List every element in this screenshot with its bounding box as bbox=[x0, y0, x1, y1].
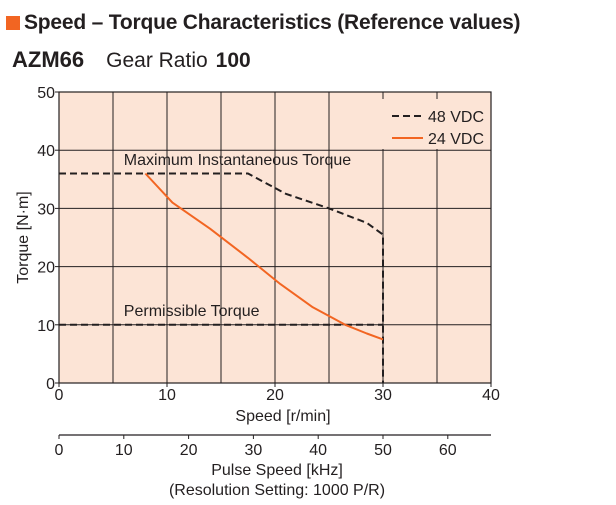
pulse-speed-tick-label: 40 bbox=[309, 442, 327, 459]
resolution-setting-note: (Resolution Setting: 1000 P/R) bbox=[169, 482, 385, 499]
x-tick-label: 10 bbox=[158, 387, 176, 404]
series-line-48-vdc bbox=[59, 172, 384, 383]
pulse-speed-tick-label: 10 bbox=[115, 442, 133, 459]
y-axis-label: Torque [N·m] bbox=[15, 191, 32, 283]
chart-subtitle: AZM66 Gear Ratio 100 bbox=[12, 47, 251, 73]
model-name: AZM66 bbox=[12, 47, 85, 72]
pulse-speed-tick-label: 20 bbox=[180, 442, 198, 459]
annotation-label: Permissible Torque bbox=[124, 303, 260, 320]
pulse-speed-tick-label: 50 bbox=[374, 442, 392, 459]
legend-label: 24 VDC bbox=[428, 131, 484, 148]
x-axis-label: Speed [r/min] bbox=[235, 408, 330, 425]
header-bullet-square bbox=[6, 16, 20, 30]
y-tick-label: 10 bbox=[37, 318, 55, 335]
legend-label: 48 VDC bbox=[428, 109, 484, 126]
y-axis-ticks: 0 10 20 30 40 50 bbox=[37, 85, 59, 393]
x-tick-label: 20 bbox=[266, 387, 284, 404]
y-tick-label: 30 bbox=[37, 201, 55, 218]
pulse-speed-tick-label: 30 bbox=[244, 442, 262, 459]
annotations: Maximum Instantaneous Torque Permissible … bbox=[124, 152, 351, 320]
chart-title: Speed – Torque Characteristics (Referenc… bbox=[24, 11, 521, 34]
x-tick-label: 0 bbox=[55, 387, 64, 404]
x-axis-ticks: 0 10 20 30 40 bbox=[55, 383, 500, 404]
legend-box bbox=[382, 99, 488, 149]
gear-ratio-label: Gear Ratio bbox=[106, 49, 208, 72]
y-tick-label: 40 bbox=[37, 143, 55, 160]
y-tick-label: 20 bbox=[37, 260, 55, 277]
pulse-speed-tick-label: 60 bbox=[439, 442, 457, 459]
pulse-speed-axis-label: Pulse Speed [kHz] bbox=[211, 462, 343, 479]
gear-ratio-value: 100 bbox=[215, 49, 251, 72]
chart-header: Speed – Torque Characteristics (Referenc… bbox=[6, 9, 521, 37]
y-tick-label: 0 bbox=[46, 376, 55, 393]
annotation-label: Maximum Instantaneous Torque bbox=[124, 152, 351, 169]
pulse-speed-tick-label: 0 bbox=[55, 442, 64, 459]
series-line-24-vdc bbox=[144, 172, 384, 341]
pulse-speed-axis: 0 10 20 30 40 50 60 bbox=[55, 434, 491, 459]
series-lines bbox=[59, 172, 384, 383]
x-tick-label: 30 bbox=[374, 387, 392, 404]
legend: 48 VDC 24 VDC bbox=[382, 99, 488, 149]
x-tick-label: 40 bbox=[482, 387, 500, 404]
y-tick-label: 50 bbox=[37, 85, 55, 102]
